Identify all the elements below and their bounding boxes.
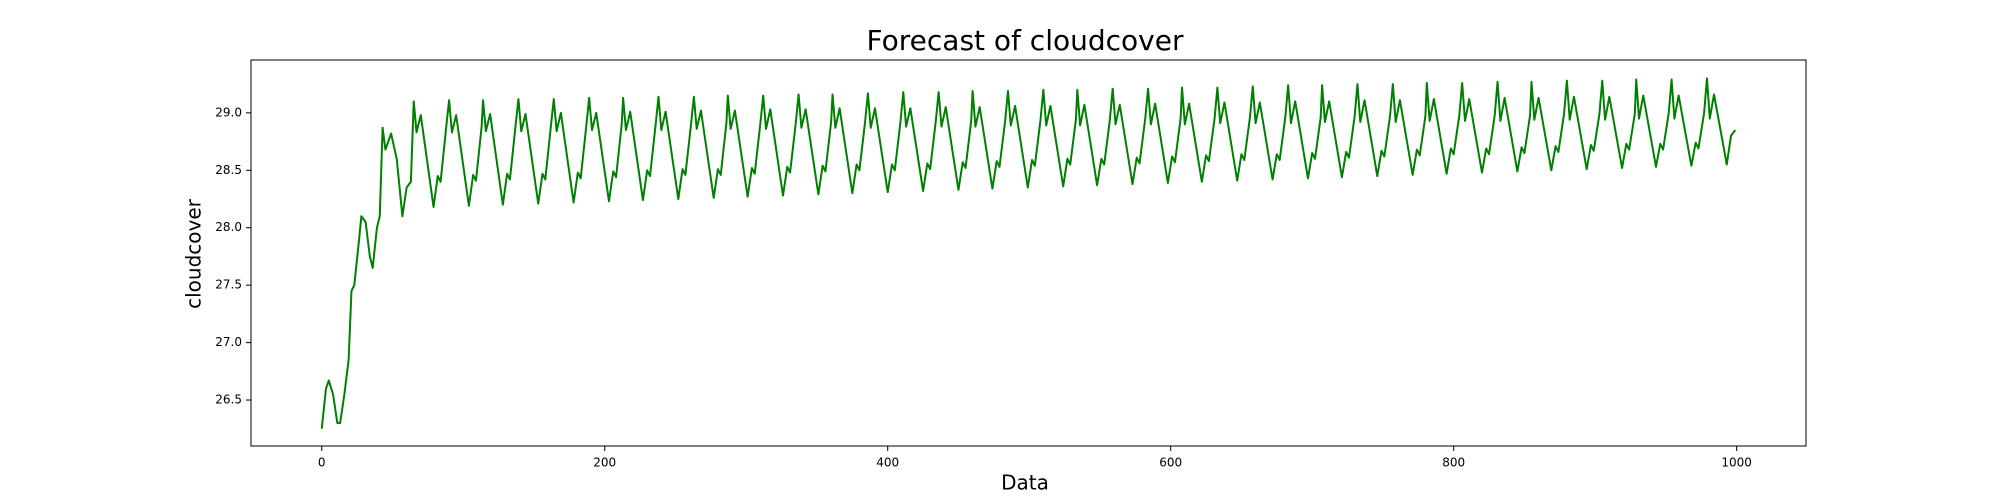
data-line bbox=[320, 77, 1737, 429]
x-axis-label: Data bbox=[1001, 471, 1049, 495]
x-tick-label: 200 bbox=[593, 456, 616, 470]
plot-frame bbox=[250, 59, 1807, 447]
x-tick-label: 400 bbox=[876, 456, 899, 470]
x-tick-label: 0 bbox=[318, 456, 326, 470]
x-tick-label: 800 bbox=[1442, 456, 1465, 470]
y-axis-label: cloudcover bbox=[182, 198, 206, 309]
x-tick-label: 1000 bbox=[1721, 456, 1752, 470]
chart-title: Forecast of cloudcover bbox=[867, 24, 1184, 57]
y-tick-label: 28.5 bbox=[215, 163, 242, 177]
y-tick-label: 27.5 bbox=[215, 278, 242, 292]
y-tick-label: 27.0 bbox=[215, 335, 242, 349]
x-tick-label: 600 bbox=[1159, 456, 1182, 470]
y-tick-label: 26.5 bbox=[215, 393, 242, 407]
y-tick-label: 29.0 bbox=[215, 105, 242, 119]
y-tick-label: 28.0 bbox=[215, 220, 242, 234]
